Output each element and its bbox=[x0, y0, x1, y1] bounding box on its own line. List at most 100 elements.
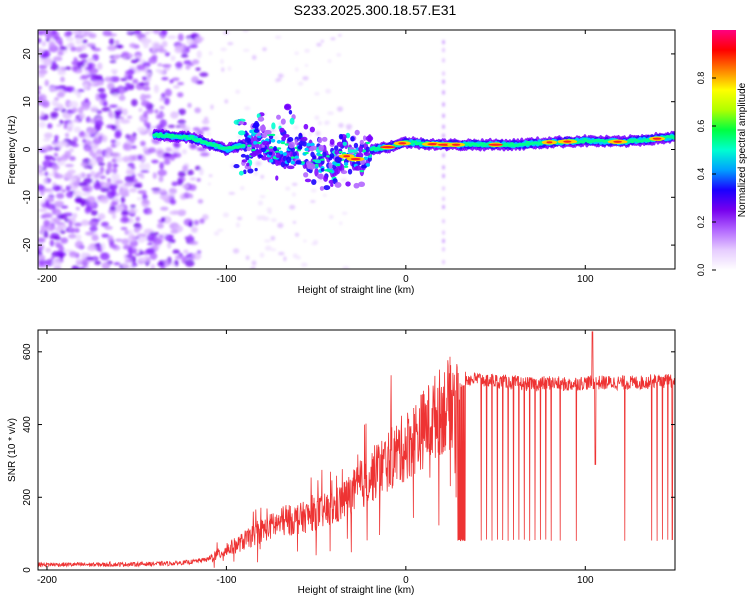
ridge-segment bbox=[189, 135, 195, 139]
noise-blob bbox=[85, 231, 95, 236]
ridge-blob bbox=[279, 127, 285, 133]
x-tick-label: 100 bbox=[577, 274, 594, 285]
noise-blob bbox=[71, 65, 78, 72]
noise-blob bbox=[171, 77, 180, 81]
noise-blob bbox=[302, 76, 309, 81]
noise-blob bbox=[151, 54, 158, 60]
noise-blob bbox=[163, 259, 170, 267]
ridge-segment bbox=[480, 142, 485, 146]
noise-blob bbox=[59, 252, 64, 260]
noise-blob bbox=[155, 113, 161, 120]
ridge-blob bbox=[311, 179, 317, 185]
noise-blob bbox=[114, 129, 122, 138]
noise-blob bbox=[63, 123, 68, 130]
noise-blob bbox=[86, 173, 92, 178]
ridge-segment bbox=[249, 129, 254, 134]
ridge-segment bbox=[314, 164, 319, 167]
colorbar-tick-label: 0.4 bbox=[696, 168, 706, 181]
ridge-blob bbox=[273, 147, 277, 152]
noise-blob bbox=[160, 206, 169, 211]
noise-blob bbox=[338, 123, 344, 128]
noise-blob bbox=[160, 216, 166, 223]
noise-blob bbox=[57, 70, 67, 76]
noise-blob bbox=[120, 77, 128, 82]
noise-blob bbox=[99, 166, 105, 174]
noise-blob bbox=[164, 52, 171, 57]
ridge-segment bbox=[300, 161, 305, 164]
ridge-blob bbox=[323, 185, 331, 191]
noise-blob bbox=[134, 58, 140, 63]
noise-blob bbox=[170, 229, 179, 234]
noise-blob bbox=[122, 143, 128, 149]
noise-blob bbox=[121, 51, 130, 57]
noise-blob bbox=[191, 226, 198, 233]
noise-blob bbox=[45, 199, 50, 207]
noise-blob bbox=[260, 174, 265, 179]
noise-blob bbox=[314, 92, 320, 96]
noise-blob bbox=[189, 177, 197, 181]
ridge-blob bbox=[261, 132, 268, 139]
noise-blob bbox=[107, 235, 114, 243]
noise-blob bbox=[73, 190, 78, 197]
ridge-segment bbox=[257, 141, 262, 145]
noise-blob bbox=[270, 235, 276, 241]
noise-blob bbox=[40, 111, 45, 118]
noise-blob bbox=[114, 119, 120, 124]
noise-blob bbox=[94, 260, 102, 266]
ridge-segment bbox=[306, 142, 311, 147]
noise-blob bbox=[43, 219, 50, 227]
ridge-segment bbox=[168, 135, 173, 139]
noise-blob bbox=[113, 55, 120, 60]
noise-blob bbox=[289, 204, 296, 210]
ridge-blob bbox=[318, 144, 325, 151]
noise-blob bbox=[69, 156, 76, 161]
noise-blob bbox=[151, 159, 159, 164]
ridge-blob bbox=[261, 156, 268, 161]
ridge-blob bbox=[316, 174, 323, 178]
noise-blob bbox=[131, 173, 136, 179]
noise-blob bbox=[43, 132, 53, 139]
noise-blob bbox=[149, 231, 160, 236]
ridge-segment bbox=[671, 136, 675, 140]
ridge-segment bbox=[335, 163, 341, 167]
noise-blob bbox=[442, 102, 445, 107]
ridge-segment bbox=[347, 168, 353, 175]
ridge-blob bbox=[351, 149, 358, 153]
noise-blob bbox=[194, 36, 205, 42]
noise-blob bbox=[49, 37, 55, 44]
noise-blob bbox=[130, 204, 136, 209]
noise-blob bbox=[188, 44, 198, 49]
noise-blob bbox=[49, 239, 55, 247]
noise-blob bbox=[80, 252, 87, 261]
ridge-blob bbox=[280, 118, 286, 125]
noise-blob bbox=[86, 196, 96, 204]
noise-blob bbox=[61, 189, 66, 193]
noise-blob bbox=[198, 167, 204, 176]
noise-blob bbox=[167, 124, 176, 128]
noise-blob bbox=[337, 34, 342, 37]
noise-blob bbox=[316, 179, 324, 183]
noise-blob bbox=[264, 239, 272, 243]
noise-blob bbox=[38, 167, 44, 171]
y-tick-label: 600 bbox=[22, 343, 33, 360]
noise-blob bbox=[156, 222, 164, 229]
noise-blob bbox=[44, 171, 49, 177]
noise-blob bbox=[442, 173, 445, 179]
noise-blob bbox=[80, 162, 88, 167]
noise-blob bbox=[72, 119, 80, 123]
colorbar-tick-label: 0.6 bbox=[696, 120, 706, 133]
noise-blob bbox=[114, 39, 120, 46]
noise-blob bbox=[442, 247, 445, 252]
noise-blob bbox=[38, 184, 45, 191]
noise-blob bbox=[38, 73, 45, 78]
ridge-segment bbox=[154, 132, 159, 136]
noise-blob bbox=[141, 193, 148, 201]
noise-blob bbox=[173, 141, 181, 149]
noise-blob bbox=[235, 89, 241, 94]
ridge-blob bbox=[363, 151, 371, 156]
noise-blob bbox=[442, 58, 445, 63]
noise-blob bbox=[327, 59, 332, 63]
ridge-blob bbox=[328, 162, 333, 170]
noise-blob bbox=[158, 69, 165, 75]
noise-blob bbox=[150, 263, 156, 269]
